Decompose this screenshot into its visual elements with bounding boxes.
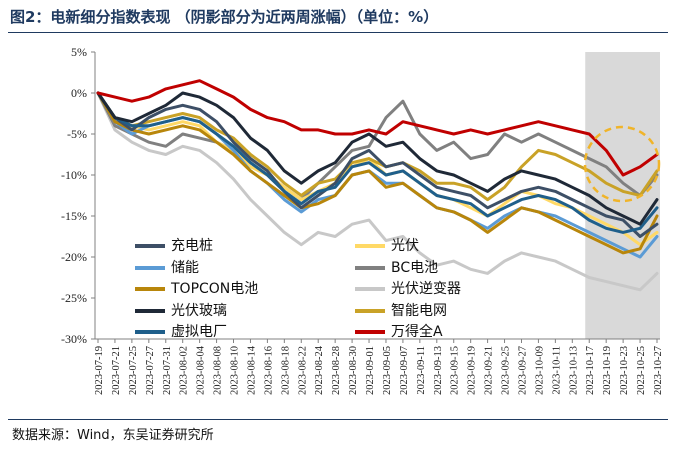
x-tick-label: 2023-08-18: [280, 346, 291, 395]
highlight-circle: [583, 125, 661, 203]
legend-label: BC电池: [391, 259, 439, 276]
x-tick-label: 2023-07-19: [94, 346, 105, 395]
series-line-9: [96, 91, 659, 234]
x-tick-label: 2023-08-08: [213, 346, 224, 395]
x-tick-label: 2023-08-24: [314, 345, 325, 395]
x-tick-label: 2023-07-21: [111, 346, 122, 395]
x-tick-label: 2023-09-19: [467, 346, 478, 395]
series-line-2: [96, 91, 659, 247]
legend-label: 光伏: [391, 238, 419, 254]
x-tick-label: 2023-09-05: [382, 346, 393, 395]
axis-layer: 5% 0% -5% -10% -15% -20% -25% -30% 2023-07-19 202…: [61, 45, 664, 395]
x-tick-label: 2023-08-30: [348, 346, 359, 395]
x-tick-label: 2023-08-28: [331, 346, 342, 395]
legend-swatch: [355, 244, 385, 248]
legend-swatch: [355, 330, 385, 334]
legend-label: TOPCON电池: [171, 281, 259, 297]
annotation-layer: [583, 125, 661, 203]
x-tick-label: 2023-08-16: [263, 346, 274, 395]
series-line-1: [96, 91, 659, 238]
x-tick-label: 2023-09-25: [501, 346, 512, 395]
series-line-10: [96, 79, 659, 177]
legend-swatch: [355, 287, 385, 291]
series-line-6: [96, 91, 659, 292]
x-tick-label: 2023-08-22: [297, 346, 308, 395]
y-tick-label: -15%: [61, 209, 87, 223]
x-tick-label: 2023-10-25: [636, 346, 647, 395]
series-lines-layer: [96, 79, 659, 292]
x-tick-label: 2023-10-11: [551, 346, 562, 395]
x-tick-label: 2023-10-13: [568, 346, 579, 395]
shaded-period-layer: [585, 52, 660, 339]
x-tick-label: 2023-09-21: [484, 346, 495, 395]
legend-label: 光伏玻璃: [171, 302, 227, 319]
x-tick-label: 2023-07-25: [128, 346, 139, 395]
source-note: 数据来源：Wind，东吴证券研究所: [12, 428, 214, 443]
x-tick-label: 2023-08-04: [196, 345, 207, 395]
y-tick-label: -5%: [67, 127, 87, 141]
legend-swatch: [135, 330, 165, 334]
x-tick-label: 2023-08-10: [230, 346, 241, 395]
y-tick-label: -20%: [61, 250, 87, 264]
shaded-period: [585, 52, 660, 339]
y-tick-label: -30%: [61, 332, 87, 346]
legend-label: 充电桩: [171, 238, 213, 254]
legend-label: 智能电网: [391, 302, 447, 319]
line-chart: 5% 0% -5% -10% -15% -20% -25% -30% 2023-07-19 202…: [61, 45, 664, 395]
legend-swatch: [135, 244, 165, 248]
legend-swatch: [135, 287, 165, 291]
y-tick-label: 5%: [71, 45, 87, 59]
x-tick-label: 2023-09-01: [365, 346, 376, 395]
series-line-8: [96, 91, 659, 202]
x-tick-label: 2023-09-27: [517, 346, 528, 395]
x-tick-label: 2023-10-19: [602, 346, 613, 395]
legend-label: 光伏逆变器: [391, 281, 461, 297]
legend-swatch: [355, 308, 385, 313]
series-line-7: [96, 91, 659, 226]
legend-swatch: [135, 308, 165, 313]
legend-label: 虚拟电厂: [171, 324, 227, 340]
x-tick-label: 2023-09-13: [433, 346, 444, 395]
legend-label: 储能: [171, 259, 199, 276]
series-line-5: [96, 91, 659, 255]
x-tick-label: 2023-10-27: [653, 346, 664, 395]
title-divider: [8, 32, 668, 33]
x-tick-label: 2023-07-27: [145, 346, 156, 395]
y-tick-label: 0%: [71, 86, 87, 100]
x-tick-label: 2023-07-31: [162, 346, 173, 395]
x-tick-label: 2023-09-11: [416, 346, 427, 395]
legend-label: 万得全A: [391, 324, 443, 340]
x-tick-label: 2023-09-07: [399, 346, 410, 395]
x-tick-label: 2023-10-23: [619, 346, 630, 395]
legend-swatch: [355, 265, 385, 270]
x-tick-label: 2023-08-14: [246, 345, 257, 395]
x-tick-label: 2023-09-15: [450, 346, 461, 395]
legend-swatch: [135, 265, 165, 270]
x-tick-label: 2023-10-17: [585, 346, 596, 395]
y-tick-label: -25%: [61, 291, 87, 305]
y-tick-label: -10%: [61, 168, 87, 182]
chart-title: 图2：电新细分指数表现 （阴影部分为近两周涨幅）（单位：%）: [10, 8, 439, 26]
footer-divider: [8, 419, 668, 420]
x-tick-label: 2023-08-02: [179, 346, 190, 395]
x-tick-label: 2023-10-09: [534, 346, 545, 395]
